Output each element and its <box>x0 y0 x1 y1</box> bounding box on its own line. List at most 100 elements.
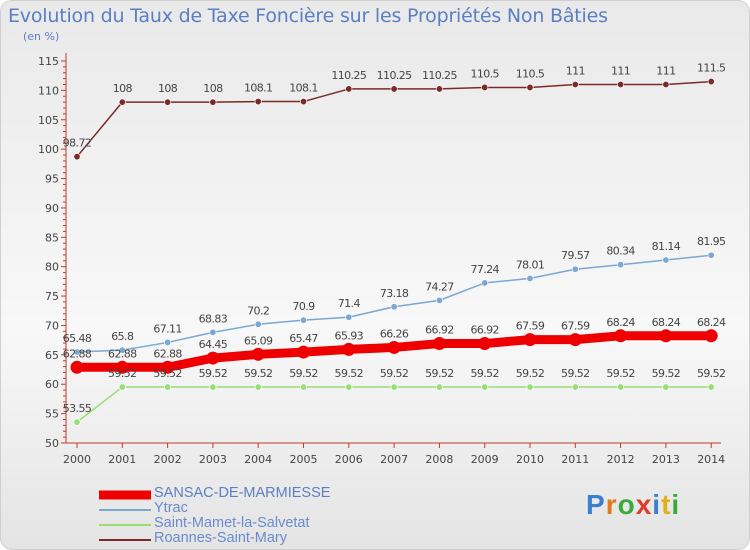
data-point <box>254 320 262 328</box>
x-tick-label: 2006 <box>335 453 363 466</box>
data-label: 108 <box>203 82 223 95</box>
data-label: 81.14 <box>652 240 681 253</box>
data-point <box>568 333 582 347</box>
data-label: 108 <box>158 82 178 95</box>
y-tick-label: 60 <box>45 378 59 391</box>
legend-label: SANSAC-DE-MARMIESSE <box>154 485 331 501</box>
data-point <box>571 265 579 273</box>
data-label: 59.52 <box>289 367 318 380</box>
data-point <box>478 337 492 351</box>
data-point <box>617 261 625 269</box>
series-saint-mamet-la-salvetat <box>73 383 715 426</box>
series-line <box>76 386 712 423</box>
data-point <box>299 98 307 106</box>
series-ytrac <box>73 251 715 356</box>
data-point <box>251 347 265 361</box>
data-label: 59.52 <box>244 367 273 380</box>
data-label: 59.52 <box>380 367 409 380</box>
legend-label: Ytrac <box>154 500 188 516</box>
legend-swatch <box>99 508 151 511</box>
y-tick-label: 70 <box>45 319 59 332</box>
data-point <box>707 251 715 259</box>
data-point <box>254 383 262 391</box>
data-label: 59.52 <box>108 367 137 380</box>
x-tick-label: 2013 <box>652 453 680 466</box>
y-tick-label: 85 <box>45 231 59 244</box>
data-point <box>435 383 443 391</box>
data-label: 111 <box>656 65 675 78</box>
data-point <box>342 342 356 356</box>
data-label: 70.9 <box>292 300 315 313</box>
data-label: 110.25 <box>331 69 366 82</box>
data-label: 62.88 <box>108 347 137 360</box>
logo-letter: i <box>652 489 662 520</box>
legend-swatch <box>99 490 151 499</box>
y-tick-label: 55 <box>45 408 59 421</box>
data-point <box>707 78 715 86</box>
data-label: 62.88 <box>153 347 182 360</box>
data-label: 68.24 <box>652 316 681 329</box>
data-point <box>526 383 534 391</box>
data-point <box>390 303 398 311</box>
legend-swatch <box>99 523 151 526</box>
data-point <box>118 346 126 354</box>
data-point <box>617 383 625 391</box>
data-label: 111.5 <box>697 62 726 75</box>
data-point <box>209 328 217 336</box>
data-label: 80.34 <box>606 245 635 258</box>
data-label: 110.5 <box>516 67 545 80</box>
logo-letter: t <box>661 489 672 520</box>
data-point <box>345 313 353 321</box>
x-tick-label: 2014 <box>697 453 725 466</box>
data-point <box>662 256 670 264</box>
data-point <box>704 329 718 343</box>
proxiti-logo[interactable]: Proxiti <box>586 489 680 521</box>
x-tick-label: 2002 <box>154 453 182 466</box>
data-label: 73.18 <box>380 287 409 300</box>
x-tick-label: 2009 <box>471 453 499 466</box>
data-label: 68.24 <box>697 316 726 329</box>
data-label: 81.95 <box>697 235 726 248</box>
data-label: 67.59 <box>516 320 545 333</box>
x-tick-label: 2011 <box>561 453 589 466</box>
y-tick-label: 105 <box>38 114 59 127</box>
data-label: 59.52 <box>153 367 182 380</box>
logo-letter: x <box>635 489 653 520</box>
data-label: 110.25 <box>422 69 457 82</box>
data-point <box>432 337 446 351</box>
x-tick-label: 2010 <box>516 453 544 466</box>
data-labels-saint-mamet-la-salvetat: 53.55 59.52 59.52 59.52 59.52 59.52 59.52 59.52… <box>63 367 726 415</box>
logo-letter: P <box>586 489 606 520</box>
y-tick-label: 95 <box>45 173 59 186</box>
x-tick-label: 2005 <box>290 453 318 466</box>
data-point <box>481 383 489 391</box>
data-labels-ytrac: 65.48 65.8 67.11 68.83 70.2 70.9 71.4 73.18 74.2… <box>63 235 727 345</box>
data-label: 59.52 <box>335 367 364 380</box>
data-point <box>571 81 579 89</box>
data-point <box>118 98 126 106</box>
x-tick-label: 2004 <box>244 453 272 466</box>
legend-label: Saint-Mamet-la-Salvetat <box>154 515 310 531</box>
y-tick-label: 100 <box>38 143 59 156</box>
chart-title: Evolution du Taux de Taxe Foncière sur l… <box>8 5 608 27</box>
y-tick-label: 65 <box>45 349 59 362</box>
data-label: 59.52 <box>606 367 635 380</box>
data-label: 71.4 <box>338 297 361 310</box>
data-point <box>254 98 262 106</box>
data-point <box>299 316 307 324</box>
x-tick-label: 2003 <box>199 453 227 466</box>
x-tick-label: 2001 <box>108 453 136 466</box>
data-label: 65.09 <box>244 334 273 347</box>
data-label: 59.52 <box>425 367 454 380</box>
series-roannes-saint-mary <box>73 78 715 161</box>
data-point <box>387 340 401 354</box>
data-label: 62.88 <box>63 347 92 360</box>
data-point <box>206 351 220 365</box>
data-label: 59.52 <box>470 367 499 380</box>
data-point <box>707 383 715 391</box>
y-tick-label: 90 <box>45 202 59 215</box>
data-labels-sansac-de-marmiesse: 62.88 62.88 62.88 64.45 65.09 65.47 65.93 66.26… <box>63 316 727 361</box>
data-point <box>481 83 489 91</box>
logo-letter: i <box>671 489 681 520</box>
data-label: 68.24 <box>606 316 635 329</box>
